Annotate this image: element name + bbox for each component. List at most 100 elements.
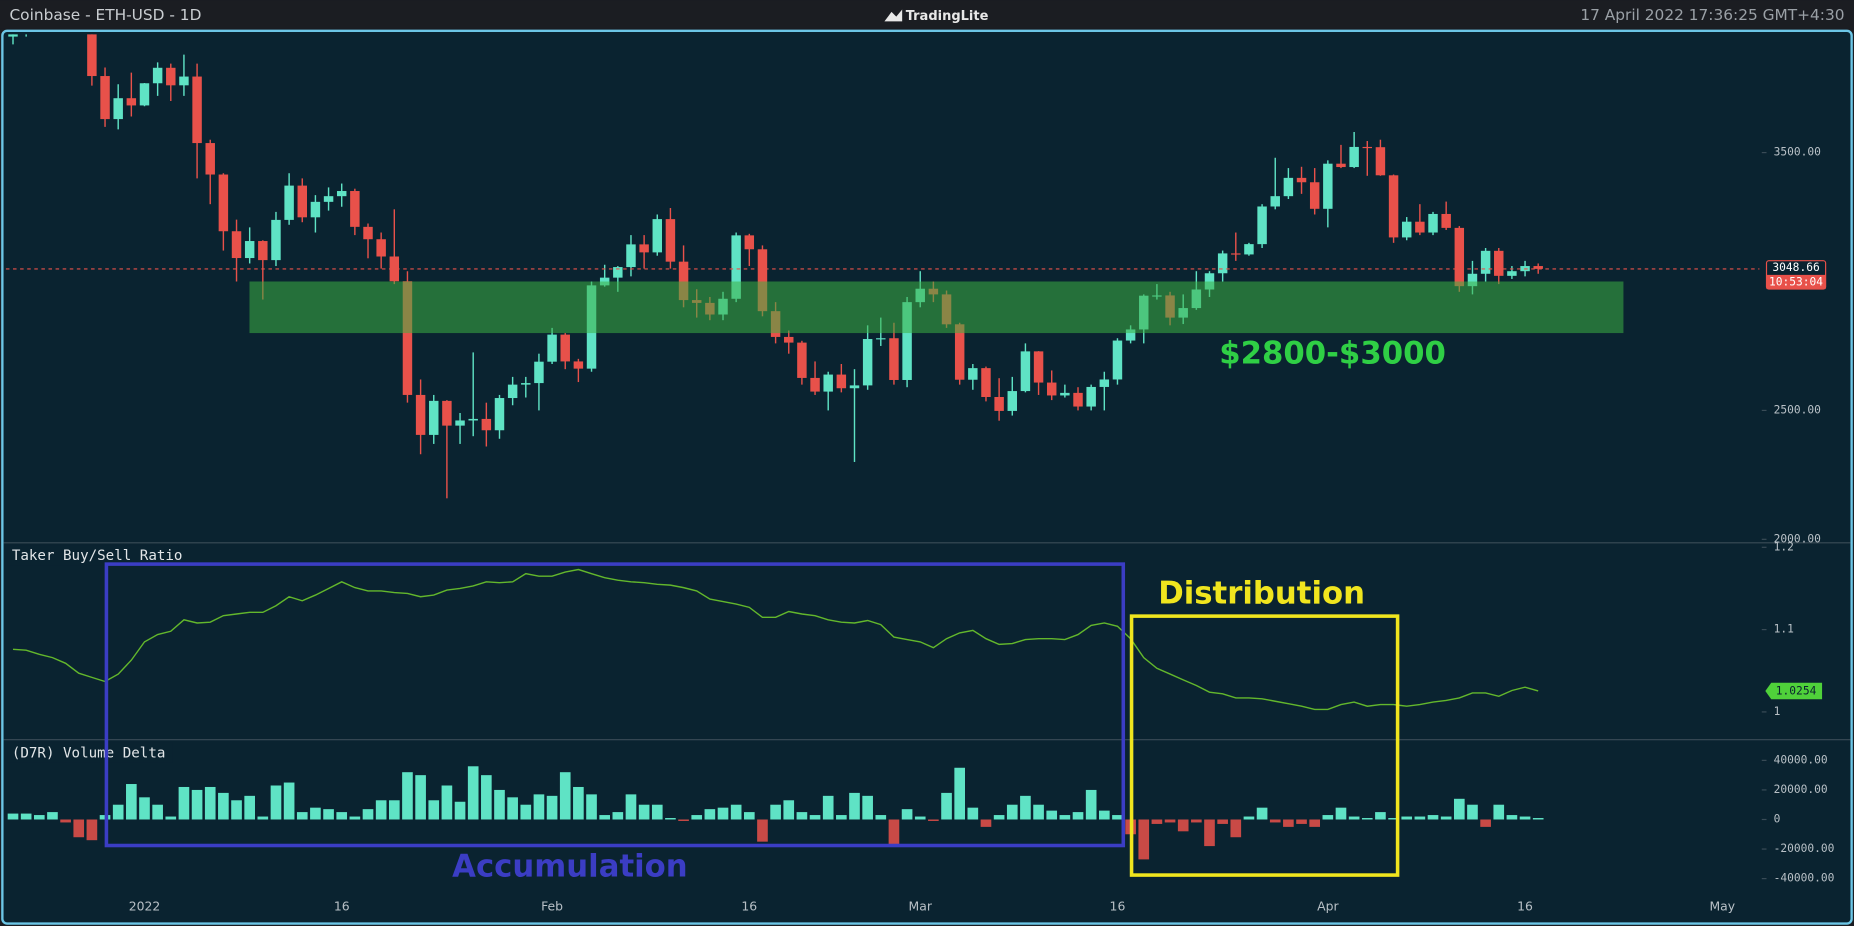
- ratio-line: [12, 568, 1539, 711]
- candle-body: [981, 368, 991, 398]
- candle-body: [1454, 227, 1465, 287]
- y-tick-label: 1.2: [1774, 540, 1794, 553]
- candle-body: [402, 281, 413, 395]
- candle-body: [744, 235, 755, 250]
- candle-body: [1244, 244, 1254, 255]
- candle-body: [389, 256, 400, 282]
- candle-body: [1204, 273, 1215, 290]
- candle-body: [468, 418, 478, 421]
- candle-body: [823, 374, 833, 392]
- volume-delta-bar: [33, 815, 45, 820]
- x-tick-label: 2022: [129, 898, 161, 913]
- volume-delta-bar: [296, 812, 308, 820]
- volume-delta-bar: [1506, 815, 1518, 820]
- candle-body: [415, 394, 426, 435]
- volume-delta-bar: [783, 800, 795, 820]
- volume-delta-bar: [1138, 819, 1150, 860]
- candle-body: [1533, 266, 1543, 269]
- volume-delta-bar: [796, 812, 808, 820]
- candle-body: [534, 361, 544, 384]
- candle-body: [192, 76, 202, 144]
- candle-body: [231, 231, 242, 259]
- volume-delta-bar: [1401, 816, 1413, 820]
- volume-delta-bar: [1256, 807, 1268, 820]
- candle-body: [139, 83, 150, 106]
- candle-body: [1020, 351, 1031, 392]
- volume-delta-bar: [625, 794, 637, 820]
- volume-delta-bar: [980, 819, 992, 827]
- y-tick-label: 20000.00: [1774, 783, 1828, 796]
- volume-delta-bar: [888, 819, 900, 845]
- candle-body: [1401, 221, 1412, 238]
- volume-delta-bar: [375, 800, 387, 820]
- candle-body: [862, 338, 873, 386]
- volume-delta-bar: [1085, 789, 1097, 820]
- volume-pane: [7, 766, 1544, 860]
- candle-body: [1323, 163, 1333, 209]
- y-tick-label: 2500.00: [1774, 403, 1822, 416]
- candle-body: [297, 185, 307, 218]
- candle-body: [1099, 379, 1110, 387]
- y-tick-label: -40000.00: [1774, 872, 1835, 885]
- candle-body: [363, 226, 373, 240]
- volume-delta-bar: [770, 804, 781, 820]
- last-value-label: 1.0254: [1776, 685, 1817, 698]
- candle-body: [166, 67, 176, 86]
- volume-delta-bar: [875, 815, 887, 820]
- volume-delta-bar: [809, 815, 821, 820]
- volume-delta-bar: [191, 789, 203, 820]
- volume-delta-bar: [1493, 804, 1505, 820]
- volume-delta-bar: [691, 815, 703, 820]
- volume-delta-bar: [1532, 818, 1544, 820]
- volume-delta-bar: [467, 766, 479, 820]
- volume-delta-bar: [520, 804, 532, 820]
- volume-delta-bar: [1006, 804, 1018, 820]
- volume-delta-bar: [454, 801, 466, 820]
- candle-body: [244, 241, 255, 259]
- pane-title: (D7R) Volume Delta: [12, 745, 166, 761]
- candle-body: [310, 201, 321, 218]
- volume-delta-bar: [638, 804, 650, 820]
- countdown-label: 10:53:04: [1769, 276, 1823, 289]
- volume-delta-bar: [967, 807, 979, 820]
- volume-delta-bar: [651, 804, 663, 820]
- volume-delta-bar: [1283, 819, 1294, 827]
- volume-delta-bar: [349, 816, 361, 820]
- volume-delta-bar: [1112, 815, 1123, 820]
- candle-body: [1415, 221, 1425, 233]
- candle-body: [87, 34, 97, 77]
- candle-body: [152, 67, 163, 84]
- candle-body: [442, 400, 452, 426]
- volume-delta-bar: [730, 804, 742, 820]
- volume-delta-bar: [494, 789, 505, 820]
- volume-delta-bar: [507, 797, 518, 820]
- volume-delta-bar: [1309, 819, 1321, 827]
- y-tick-label: -20000.00: [1774, 842, 1835, 855]
- candle-body: [1073, 392, 1083, 407]
- candle-body: [1309, 182, 1320, 209]
- volume-delta-bar: [152, 804, 163, 820]
- candle-body: [731, 235, 741, 299]
- volume-delta-bar: [204, 786, 216, 820]
- top-bar: [0, 0, 1854, 29]
- volume-delta-bar: [1375, 812, 1386, 820]
- candle-body: [797, 342, 807, 378]
- volume-delta-bar: [178, 786, 190, 820]
- candle-body: [1231, 253, 1241, 255]
- volume-delta-bar: [231, 800, 242, 820]
- volume-delta-bar: [941, 792, 952, 820]
- volume-delta-bar: [1361, 818, 1373, 820]
- volume-delta-bar: [1217, 819, 1228, 824]
- candle-body: [626, 244, 636, 268]
- candle-body: [1046, 382, 1057, 396]
- y-tick-label: 40000.00: [1774, 753, 1828, 766]
- candle-body: [113, 98, 123, 120]
- volume-delta-bar: [1348, 816, 1360, 820]
- candle-body: [1283, 177, 1294, 197]
- volume-delta-bar: [1414, 816, 1426, 820]
- volume-delta-bar: [1519, 816, 1531, 820]
- volume-delta-bar: [1191, 819, 1202, 823]
- volume-delta-bar: [612, 812, 624, 820]
- candle-body: [652, 219, 663, 253]
